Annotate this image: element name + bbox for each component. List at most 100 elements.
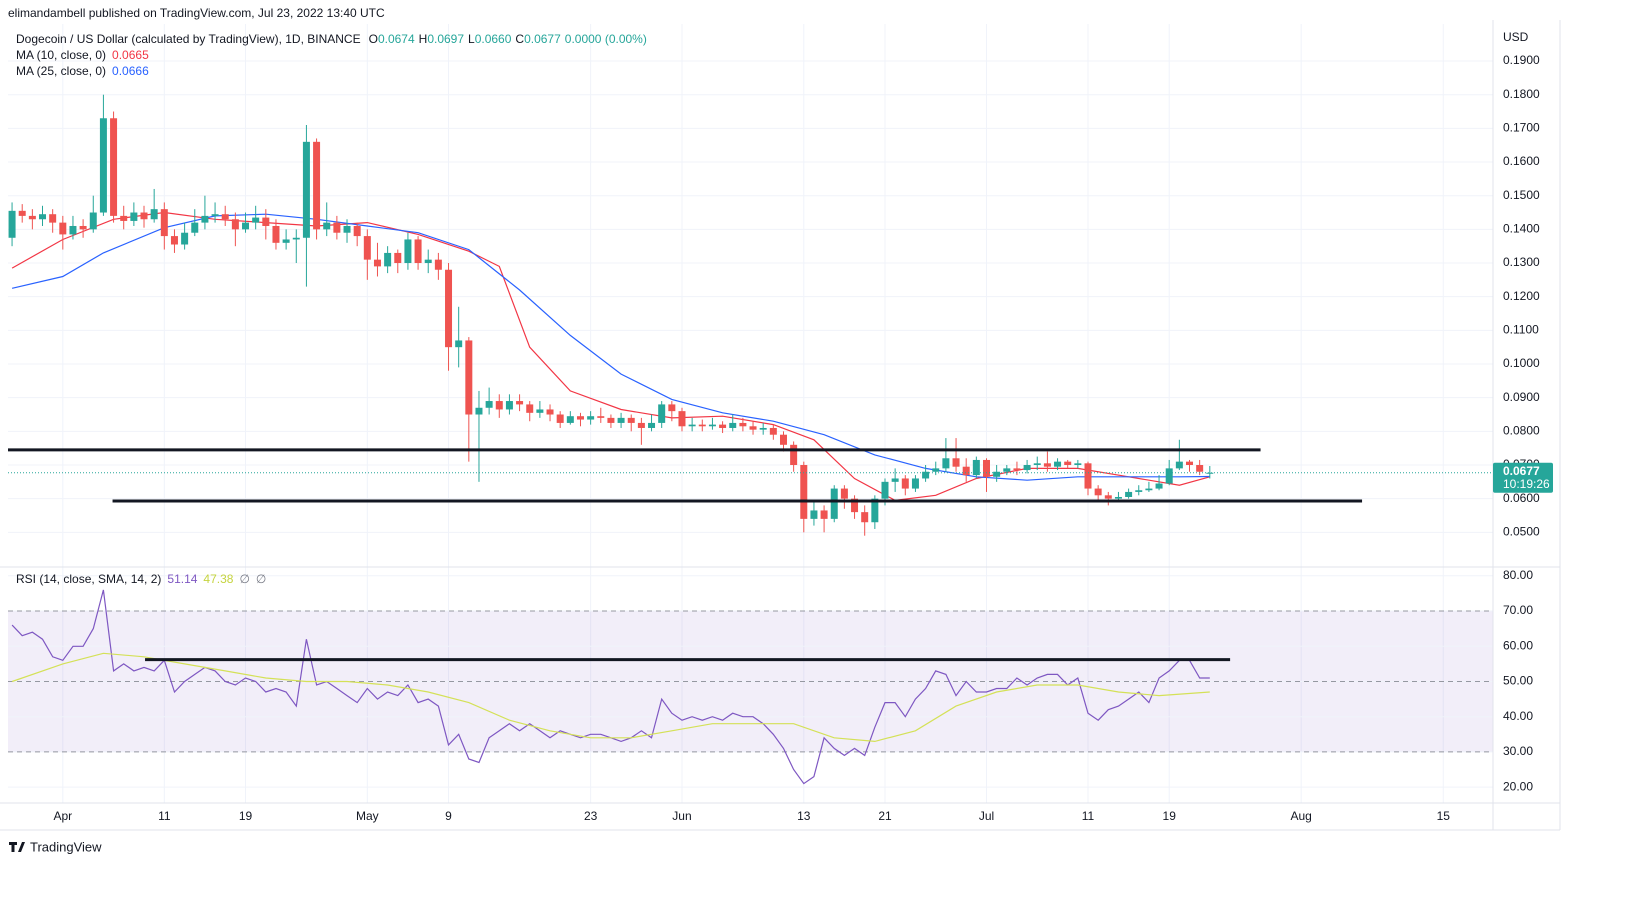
candle-body [485, 401, 493, 408]
current-price-tag [1493, 462, 1553, 493]
candle-body [150, 209, 158, 220]
candle-body [1165, 468, 1173, 484]
candle-body [688, 424, 696, 427]
candle-body [972, 459, 980, 476]
legend-text: 51.14 [167, 572, 197, 586]
candle-body [475, 407, 483, 415]
candle-body [231, 219, 239, 230]
moving-average [11, 211, 1210, 502]
candle-body [465, 340, 473, 415]
candle-body [1175, 461, 1183, 469]
candle-body [221, 214, 229, 220]
candle-body [526, 404, 534, 413]
y-tick-label: 0.1800 [1503, 87, 1540, 101]
candle-body [1043, 463, 1051, 467]
candle-body [810, 510, 818, 519]
y-tick-label: 0.1000 [1503, 356, 1540, 370]
candle-body [627, 417, 635, 423]
candle-body [901, 478, 909, 489]
candle-body [181, 232, 189, 245]
x-tick-label: Jul [979, 809, 994, 823]
candle-body [8, 210, 16, 238]
candle-body [658, 404, 666, 423]
candle-body [130, 212, 138, 221]
candle-body [637, 422, 645, 428]
x-tick-label: 19 [1163, 809, 1177, 823]
candle-body [343, 225, 351, 233]
y-tick-label: 0.0600 [1503, 491, 1540, 505]
candle-body [79, 225, 87, 230]
candle-body [587, 416, 595, 420]
legend-text: 47.38 [203, 572, 233, 586]
candle-body [302, 141, 310, 238]
candle-body [49, 214, 57, 223]
candle-body [607, 417, 615, 423]
candle-body [871, 498, 879, 523]
x-tick-label: 23 [584, 809, 598, 823]
candle-body [28, 215, 36, 220]
legend-text: 0.0666 [112, 64, 149, 78]
candle-body [911, 478, 919, 489]
y-tick-label: 0.1200 [1503, 289, 1540, 303]
rsi-tick-label: 30.00 [1503, 744, 1533, 758]
publish-header: elimandambell published on TradingView.c… [8, 6, 385, 20]
candle-body [262, 217, 270, 226]
legend-text: H [419, 32, 428, 46]
candle-body [1003, 468, 1011, 472]
candle-body [445, 269, 453, 348]
x-tick-label: 11 [1082, 809, 1095, 823]
x-tick-label: 13 [797, 809, 811, 823]
candle-body [536, 409, 544, 413]
candle-body [1064, 461, 1072, 466]
legend-text: L [468, 32, 475, 46]
candle-body [1114, 496, 1122, 499]
y-tick-label: 0.0800 [1503, 424, 1540, 438]
candle-body [1094, 488, 1102, 496]
candle-body [851, 498, 859, 513]
candle-body [455, 340, 463, 348]
candle-body [556, 414, 564, 423]
candle-body [1033, 463, 1041, 466]
candle-body [769, 427, 777, 435]
candle-body [414, 239, 422, 264]
candle-body [160, 209, 168, 237]
candle-body [59, 222, 67, 235]
logo-icon [9, 842, 25, 852]
legend-text: Dogecoin / US Dollar (calculated by Trad… [16, 32, 361, 46]
candle-body [211, 214, 219, 216]
legend-text: ∅ [256, 572, 266, 586]
x-tick-label: Aug [1290, 809, 1311, 823]
candle-body [1104, 495, 1112, 499]
x-tick-label: 9 [445, 809, 452, 823]
candle-body [800, 465, 808, 519]
candle-body [719, 424, 727, 428]
x-tick-label: 11 [158, 809, 171, 823]
candle-body [353, 225, 361, 237]
legend-text: MA (25, close, 0) [16, 64, 106, 78]
candle-body [698, 424, 706, 427]
rsi-tick-label: 80.00 [1503, 568, 1533, 582]
candle-body [1023, 465, 1031, 471]
candle-body [495, 401, 503, 410]
countdown-label: 10:19:26 [1503, 477, 1550, 491]
candle-body [942, 458, 950, 469]
candle-body [576, 416, 584, 420]
candle-body [282, 239, 290, 243]
candle-body [830, 488, 838, 519]
x-tick-label: Jun [672, 809, 691, 823]
candle-body [333, 222, 341, 233]
candle-body [617, 417, 625, 423]
candle-body [99, 118, 107, 213]
candle-body [993, 471, 1001, 477]
candle-body [861, 512, 869, 523]
rsi-tick-label: 70.00 [1503, 603, 1533, 617]
candle-body [1186, 461, 1194, 466]
candle-body [648, 422, 656, 428]
candle-body [840, 488, 848, 499]
candle-body [1125, 491, 1133, 497]
y-tick-label: 0.1300 [1503, 255, 1540, 269]
candle-body [739, 422, 747, 427]
candle-body [1155, 483, 1163, 489]
legend-text: 0.0674 [378, 32, 415, 46]
